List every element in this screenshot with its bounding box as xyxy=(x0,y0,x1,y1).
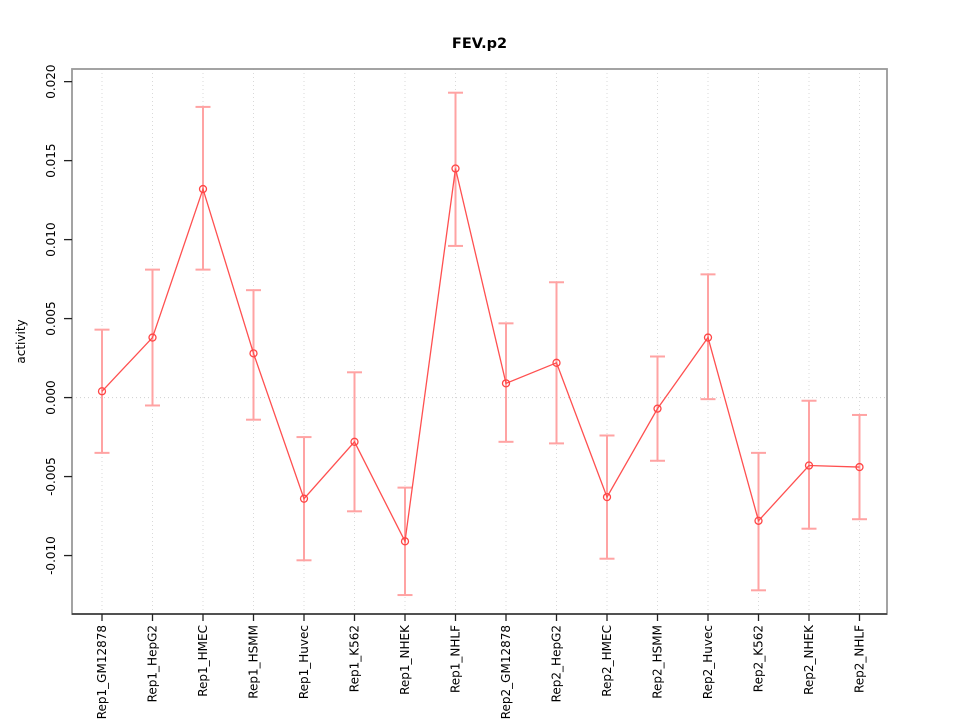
x-tick-label: Rep1_HSMM xyxy=(247,625,261,699)
y-tick-label: 0.020 xyxy=(44,64,58,98)
y-tick-label: -0.005 xyxy=(44,457,58,496)
plot-box xyxy=(71,68,888,615)
x-tick-label: Rep2_Huvec xyxy=(701,625,715,699)
plot-region: Rep1_GM12878 Rep1_HepG2 Rep1_HMEC Rep1_HSMM… xyxy=(44,64,888,719)
data-point xyxy=(754,516,763,525)
y-tick-label: -0.010 xyxy=(44,536,58,575)
x-tick-label: Rep1_NHEK xyxy=(398,624,412,695)
data-point xyxy=(855,462,864,472)
data-point xyxy=(703,333,713,342)
data-point xyxy=(602,492,612,502)
data-point xyxy=(804,461,814,470)
x-tick-label: Rep2_HSMM xyxy=(651,625,665,699)
data-point xyxy=(148,333,157,342)
y-axis-label: activity xyxy=(14,319,28,363)
data-point xyxy=(501,379,511,388)
x-tick-label: Rep1_HMEC xyxy=(196,625,210,697)
x-tick-label: Rep2_GM12878 xyxy=(499,625,513,719)
data-point xyxy=(249,349,258,358)
x-tick-label: Rep1_NHLF xyxy=(449,625,463,693)
data-point xyxy=(552,358,561,367)
data-point xyxy=(400,537,410,546)
x-tick-label: Rep2_NHLF xyxy=(853,625,867,693)
x-tick-label: Rep1_K562 xyxy=(348,625,362,692)
data-point xyxy=(350,437,359,446)
data-point xyxy=(198,184,208,194)
data-point xyxy=(653,404,662,413)
chart-title: FEV.p2 xyxy=(452,36,507,52)
x-tick-label: Rep1_GM12878 xyxy=(95,625,109,719)
data-point xyxy=(451,164,460,173)
data-point xyxy=(299,494,309,503)
series-line xyxy=(101,168,860,544)
x-tick-label: Rep2_HepG2 xyxy=(550,625,564,702)
y-tick-label: 0.000 xyxy=(44,380,58,414)
x-tick-label: Rep1_Huvec xyxy=(297,625,311,699)
data-point xyxy=(97,387,107,396)
x-tick-label: Rep2_NHEK xyxy=(802,624,816,695)
y-tick-label: 0.010 xyxy=(44,222,58,256)
x-tick-label: Rep2_K562 xyxy=(752,625,766,692)
x-tick-label: Rep2_HMEC xyxy=(600,625,614,697)
y-tick-label: 0.005 xyxy=(44,301,58,335)
y-tick-label: 0.015 xyxy=(44,143,58,177)
x-tick-label: Rep1_HepG2 xyxy=(146,625,160,702)
